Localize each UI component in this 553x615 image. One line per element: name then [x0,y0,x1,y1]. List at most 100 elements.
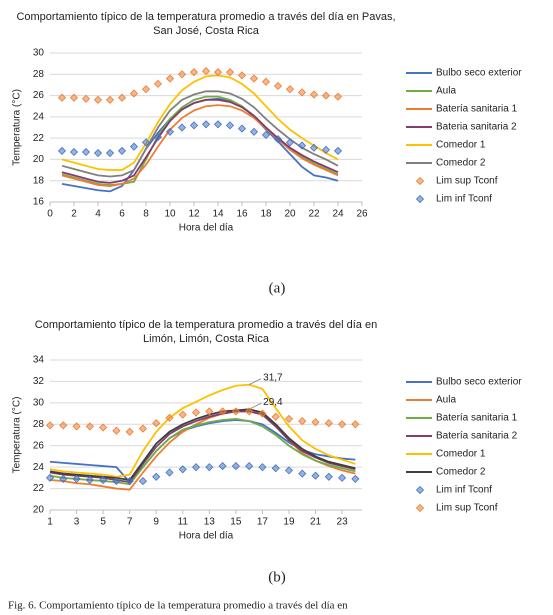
marker [165,74,175,83]
marker [125,477,134,486]
marker [81,94,91,103]
marker [225,68,235,77]
chart-title: Comportamiento típico de la temperatura … [35,319,377,331]
marker [225,121,235,130]
marker [178,410,187,419]
marker [258,463,267,472]
marker [249,127,259,136]
x-tick-label: 11 [178,517,189,528]
marker [152,472,161,481]
marker [321,145,331,154]
marker [177,123,187,132]
y-tick-label: 32 [33,376,45,387]
x-tick-label: 24 [332,209,344,220]
y-tick-label: 26 [33,90,45,101]
y-tick-label: 28 [33,419,45,430]
marker [271,412,280,421]
legend-label: Aula [436,395,456,406]
legend-label: Comedor 2 [436,158,486,169]
x-tick-label: 5 [100,517,106,528]
marker [245,462,254,471]
marker [93,95,103,104]
chart-title: Limón, Limón, Costa Rica [143,333,270,345]
marker [324,472,333,481]
marker [59,474,68,483]
legend-label: Bulbo seco exterior [436,377,522,388]
marker [177,70,187,79]
series-line [49,408,356,481]
marker [165,413,174,422]
marker [112,477,121,486]
marker [105,148,115,158]
marker [231,462,240,471]
marker [72,474,81,483]
marker [213,68,223,77]
x-tick-label: 26 [356,209,368,220]
series-line [61,97,339,193]
x-tick-label: 12 [188,209,200,220]
marker [125,427,134,436]
marker [284,466,294,475]
marker [205,463,214,472]
x-axis-label: Hora del día [179,223,234,234]
x-tick-label: 14 [212,209,224,220]
y-tick-label: 22 [33,133,45,144]
x-tick-label: 7 [127,517,133,528]
legend-symbol [415,176,425,186]
leader-line [248,378,262,386]
x-tick-label: 10 [164,209,176,220]
marker [213,120,223,129]
x-tick-label: 3 [74,517,80,528]
legend-symbol [415,503,425,513]
y-tick-label: 18 [33,175,45,186]
x-tick-label: 22 [308,209,320,220]
series-line [61,95,339,186]
marker [249,74,259,83]
x-tick-label: 2 [71,209,77,220]
legend-label: Batería sanitaria 1 [436,413,518,424]
marker [298,469,307,478]
data-label: 29,4 [263,397,283,408]
y-tick-label: 26 [33,440,45,451]
marker [261,77,271,86]
marker [189,121,199,130]
marker [153,133,163,142]
marker [231,407,240,416]
marker [201,67,211,76]
marker [117,146,127,155]
marker [45,421,55,430]
marker [351,420,360,429]
y-axis-label: Temperatura (°C) [12,89,23,166]
marker [117,93,127,102]
figure-caption: Fig. 6. Comportamiento típico de la temp… [8,600,348,612]
legend-symbol [415,485,425,495]
y-tick-label: 20 [33,505,45,516]
marker [271,464,280,473]
caption: (a) [269,280,286,296]
y-tick-label: 30 [33,48,45,59]
marker [285,138,295,147]
x-tick-label: 19 [283,517,295,528]
marker [333,92,343,101]
marker [129,142,139,151]
x-tick-label: 6 [119,209,125,220]
legend-label: Comedor 1 [436,449,486,460]
marker [285,85,295,94]
marker [72,422,81,431]
marker [351,474,360,483]
marker [85,422,94,431]
legend-label: Bulbo seco exterior [436,68,522,79]
marker [85,475,94,485]
marker [105,95,115,104]
marker [112,426,121,435]
legend-label: Lim sup Tconf [436,503,498,514]
marker [338,420,347,429]
legend-label: Batería sanitaria 2 [436,431,518,442]
marker [69,147,79,157]
marker [338,473,347,482]
marker [45,473,55,482]
marker [129,89,139,98]
x-tick-label: 9 [153,517,159,528]
marker [311,471,320,480]
